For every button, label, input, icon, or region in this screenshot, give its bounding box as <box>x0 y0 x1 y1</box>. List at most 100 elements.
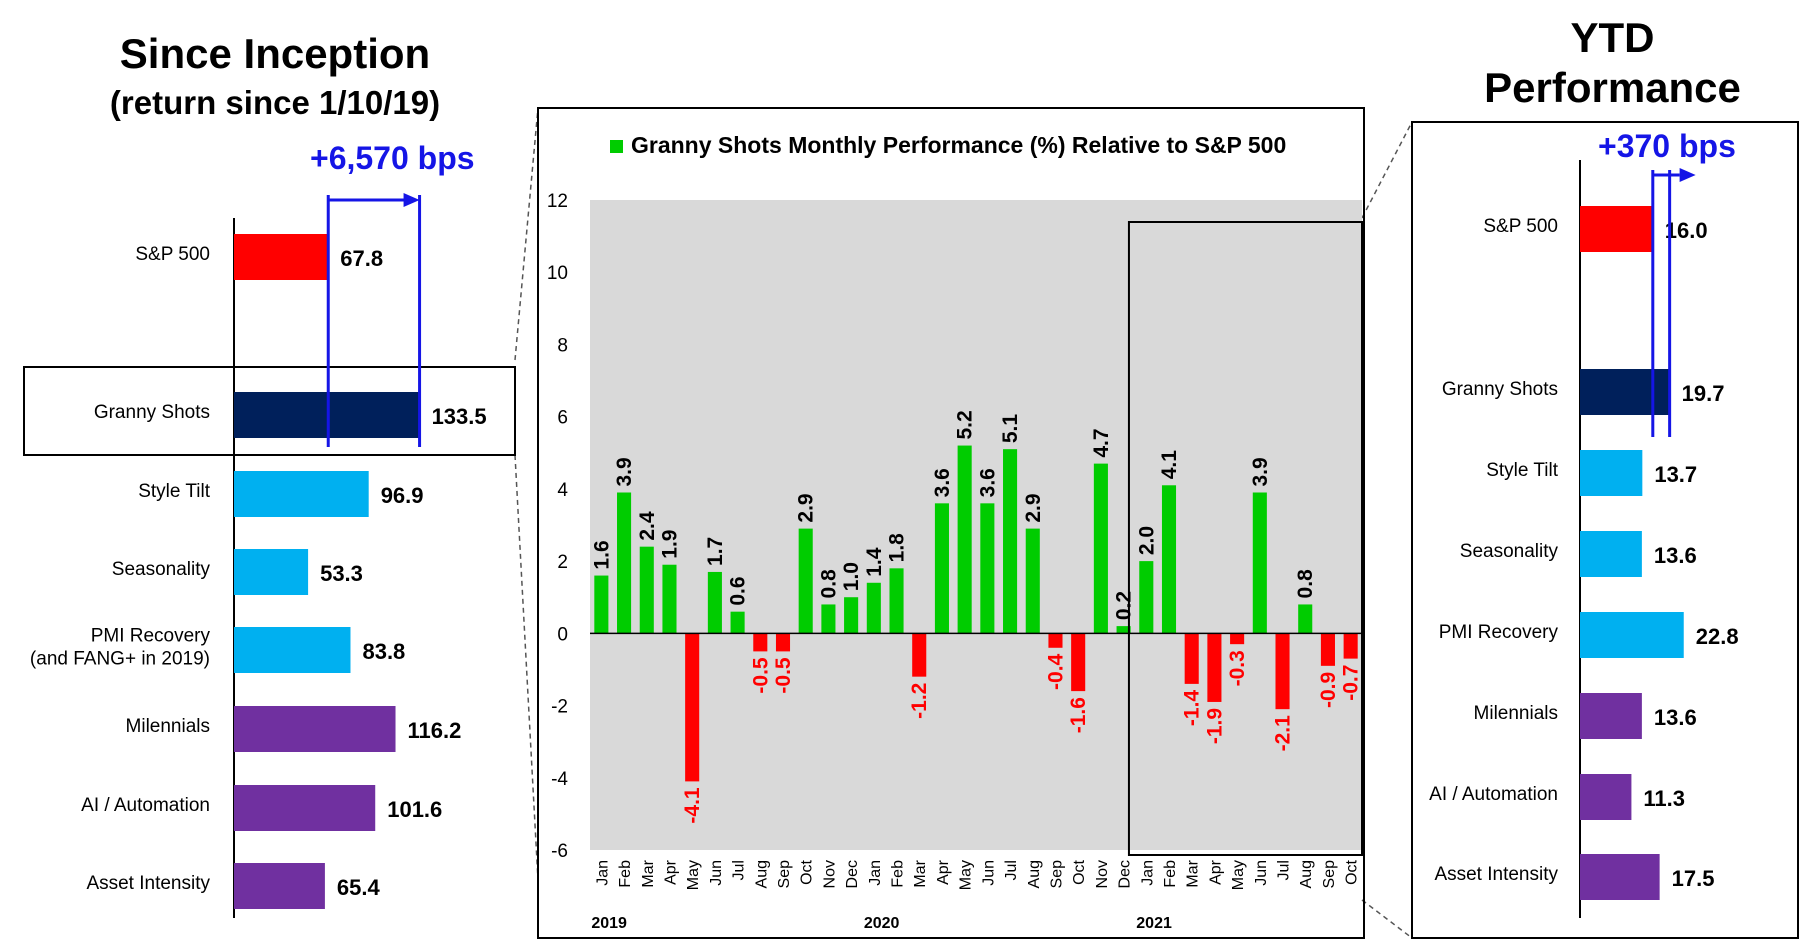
legend-swatch <box>610 140 623 153</box>
monthly-value-label: 0.8 <box>1294 569 1317 599</box>
x-tick-label: Jun <box>980 860 997 886</box>
year-label: 2021 <box>1136 915 1172 932</box>
category-bar <box>1580 774 1632 820</box>
bps-arrow-head <box>403 193 420 207</box>
plot-background <box>590 200 1362 850</box>
ytd-bps-label: +370 bps <box>1598 128 1736 164</box>
category-label: S&P 500 <box>135 244 210 265</box>
monthly-value-label: 1.6 <box>590 540 613 569</box>
year-label: 2020 <box>864 915 900 932</box>
monthly-bar <box>617 492 632 634</box>
category-bar <box>1580 450 1643 496</box>
monthly-value-label: 0.6 <box>727 576 750 605</box>
monthly-bar <box>1207 633 1222 702</box>
monthly-value-label: -0.4 <box>1044 653 1067 690</box>
bar-value-label: 53.3 <box>320 561 363 586</box>
monthly-bar <box>821 604 836 634</box>
bar-value-label: 65.4 <box>337 875 381 900</box>
bar-value-label: 116.2 <box>408 718 462 743</box>
x-tick-label: Jan <box>1139 860 1156 886</box>
right-chart-frame <box>1411 121 1799 939</box>
category-bar <box>1580 612 1684 658</box>
connector-lines <box>514 107 1413 939</box>
x-tick-label: Feb <box>617 860 634 888</box>
x-tick-label: Jun <box>1253 860 1270 886</box>
connector-right-top <box>1361 121 1413 219</box>
y-tick-label: 4 <box>557 480 568 501</box>
monthly-bar <box>1184 633 1199 684</box>
bar-value-label: 13.6 <box>1654 705 1697 730</box>
x-tick-label: Oct <box>1071 859 1088 884</box>
bar-value-label: 13.7 <box>1654 462 1697 487</box>
x-tick-label: Oct <box>799 859 816 884</box>
monthly-value-label: 2.0 <box>1135 526 1158 555</box>
x-tick-label: Jul <box>1003 860 1020 880</box>
legend: Granny Shots Monthly Performance (%) Rel… <box>610 132 1286 158</box>
category-label: AI / Automation <box>1429 784 1558 805</box>
x-tick-label: Dec <box>844 860 861 888</box>
bar-value-label: 101.6 <box>387 797 442 822</box>
category-bar <box>1580 693 1642 739</box>
y-tick-label: 8 <box>557 335 568 356</box>
monthly-bar <box>1252 492 1267 634</box>
category-bar <box>234 627 351 673</box>
monthly-value-label: 4.7 <box>1090 428 1113 457</box>
monthly-bar <box>753 633 768 652</box>
monthly-value-label: -0.5 <box>772 657 795 694</box>
connector-left-bottom <box>514 454 539 881</box>
category-label: Granny Shots <box>94 402 210 423</box>
since-inception-chart: 67.8 S&P 500 133.5 Granny Shots 96.9 Style Ti… <box>30 193 487 918</box>
monthly-bar <box>1230 633 1245 645</box>
monthly-value-label: -1.4 <box>1181 690 1204 727</box>
y-tick-label: 0 <box>557 624 568 645</box>
bar-value-label: 22.8 <box>1696 624 1739 649</box>
category-label: Asset Intensity <box>86 873 210 894</box>
x-tick-label: Jul <box>731 860 748 880</box>
x-tick-label: Apr <box>935 859 952 885</box>
category-bar <box>234 863 325 909</box>
monthly-value-label: -4.1 <box>681 787 704 824</box>
monthly-bar <box>775 633 791 652</box>
bar-value-label: 67.8 <box>340 246 383 271</box>
x-tick-label: Nov <box>1094 860 1111 888</box>
monthly-value-label: 1.0 <box>840 562 863 591</box>
bar-value-label: 17.5 <box>1672 866 1715 891</box>
x-tick-label: Apr <box>1207 859 1224 885</box>
monthly-value-label: -0.5 <box>749 657 772 694</box>
monthly-bar <box>707 571 722 634</box>
monthly-bar <box>889 568 904 634</box>
monthly-value-label: 2.9 <box>1022 493 1045 522</box>
monthly-bar <box>1116 626 1131 634</box>
y-tick-label: -2 <box>551 697 568 718</box>
monthly-value-label: -0.9 <box>1317 672 1340 708</box>
bar-value-label: 11.3 <box>1643 786 1685 811</box>
monthly-bar <box>730 611 745 634</box>
ytd-title-line2: Performance <box>1484 64 1741 111</box>
bar-value-label: 19.7 <box>1682 381 1725 406</box>
monthly-value-label: 2.4 <box>636 511 659 541</box>
year-label: 2019 <box>591 915 627 932</box>
category-label: Milennials <box>126 716 210 737</box>
x-tick-label: Mar <box>640 859 657 887</box>
category-label: AI / Automation <box>81 795 210 816</box>
y-tick-label: 2 <box>557 552 568 573</box>
category-label: PMI Recovery <box>91 626 211 647</box>
category-label: PMI Recovery <box>1439 622 1559 643</box>
monthly-bar <box>912 633 927 677</box>
monthly-value-label: 0.2 <box>1113 591 1136 620</box>
category-label: Style Tilt <box>1486 460 1559 481</box>
category-bar <box>234 234 329 280</box>
category-bar <box>1580 854 1660 900</box>
bar-value-label: 133.5 <box>432 404 487 429</box>
monthly-value-label: 5.1 <box>999 414 1022 444</box>
monthly-value-label: -1.6 <box>1067 697 1090 733</box>
category-bar <box>1580 369 1670 415</box>
monthly-bar <box>1071 633 1086 692</box>
monthly-value-label: -0.7 <box>1340 665 1363 701</box>
x-tick-label: Nov <box>821 860 838 888</box>
monthly-bar <box>1025 528 1040 634</box>
category-bar <box>234 706 396 752</box>
y-tick-label: 10 <box>547 263 568 284</box>
middle-chart-frame <box>537 107 1365 939</box>
x-tick-label: Jan <box>867 860 884 886</box>
